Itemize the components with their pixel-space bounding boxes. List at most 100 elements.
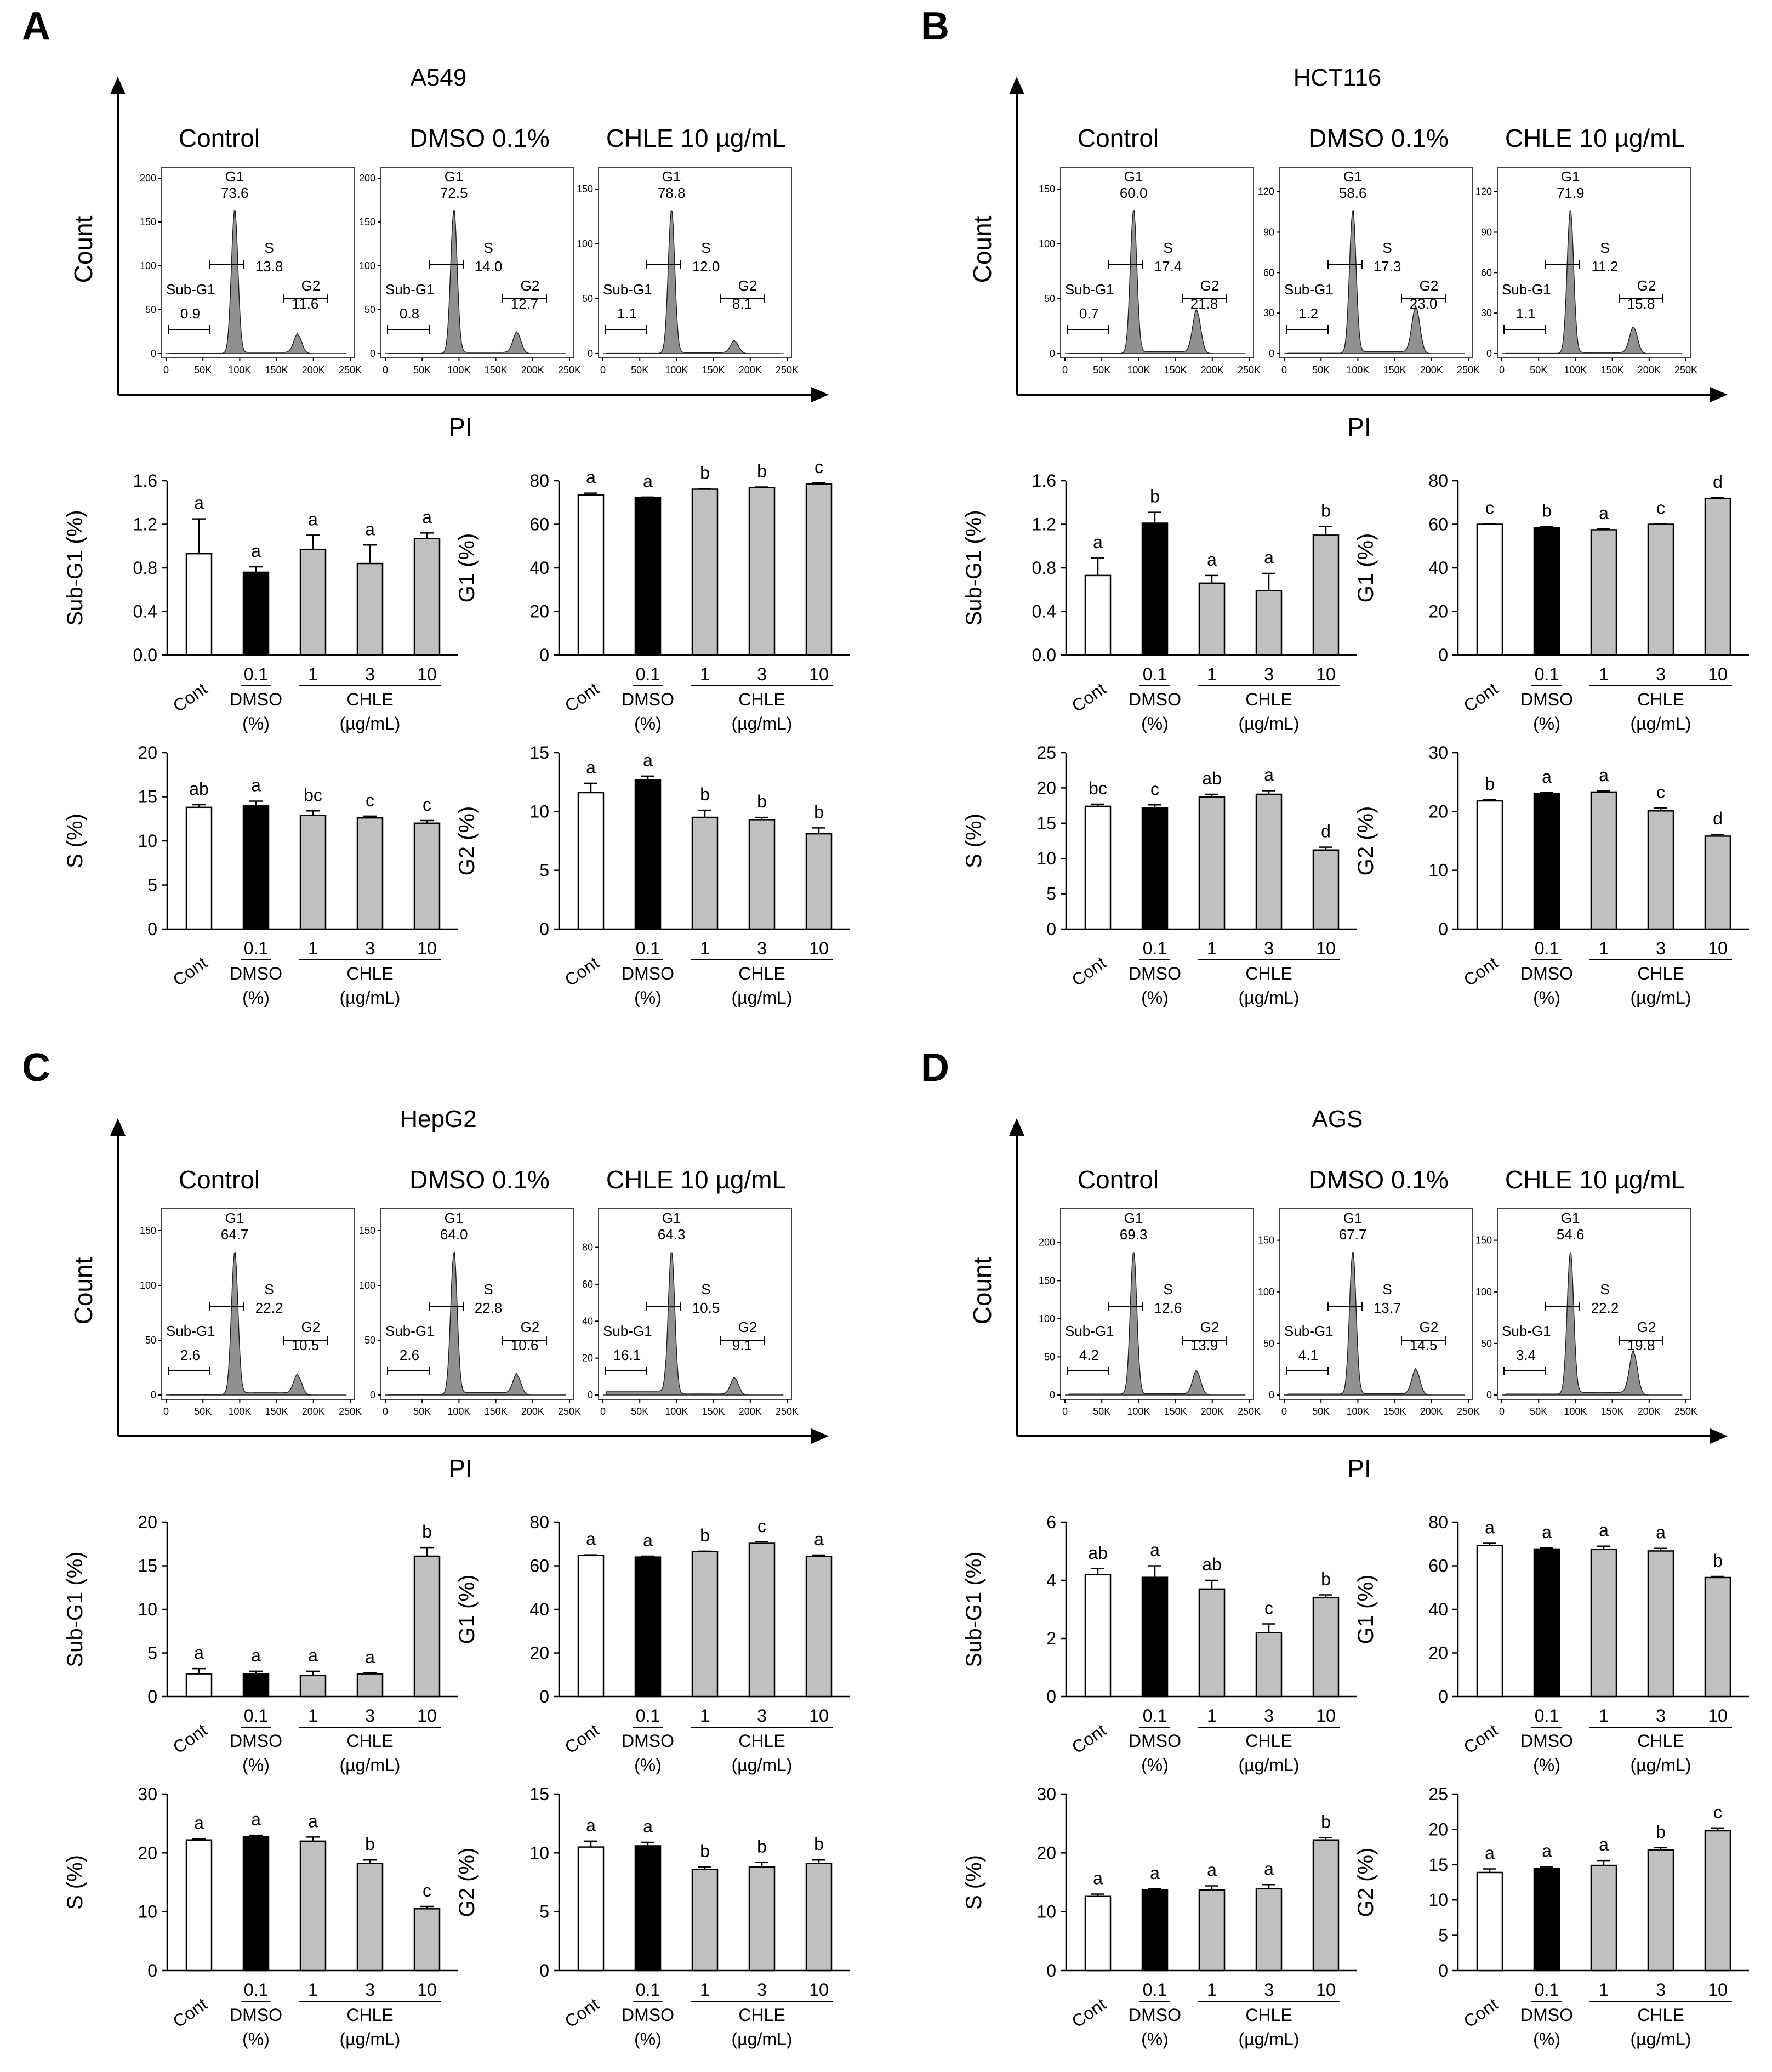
category-label: 0.1 [1143, 664, 1167, 684]
category-label-cont: Cont [1068, 679, 1110, 716]
bar [1476, 1871, 1503, 1972]
bar-ytick-label: 4 [1046, 1570, 1056, 1590]
bar [242, 1673, 270, 1698]
gate-value-s: 17.4 [1154, 258, 1182, 275]
category-label: 1 [700, 1980, 710, 2000]
histogram-distribution [385, 210, 566, 354]
significance-letter: b [700, 1525, 710, 1545]
bar-ytick-label: 10 [138, 831, 157, 851]
category-label: 1 [700, 938, 710, 958]
bar [185, 1839, 213, 1972]
dmso-group-label: DMSO [622, 690, 674, 709]
bar-ytick-label: 80 [1428, 471, 1448, 491]
bar-ytick-label: 5 [147, 875, 157, 895]
bar-chart: 0 5 10 15 20 S (%) ab a bc c c Cont 0.1 1 3 10 DMSO (%) CH… [63, 743, 458, 1007]
significance-letter: c [814, 457, 823, 477]
category-label: 1 [700, 1706, 710, 1726]
chle-group-unit: (µg/mL) [1239, 1755, 1300, 1775]
histogram-xtick-label: 100K [1564, 365, 1587, 375]
gate-value-g1: 54.6 [1557, 1226, 1585, 1243]
category-label: 0.1 [636, 938, 660, 958]
histogram-xtick-label: 0 [1499, 365, 1505, 375]
bar-ytick-label: 5 [539, 1902, 549, 1922]
bar [185, 806, 213, 930]
bar [1141, 807, 1169, 930]
histogram-frame [1279, 1208, 1473, 1400]
significance-letter: a [1207, 1860, 1217, 1880]
histogram-ytick-label: 100 [1039, 1313, 1055, 1324]
significance-letter: b [1485, 774, 1495, 794]
bar [748, 1866, 776, 1972]
histogram-header: Control [179, 124, 260, 152]
bar-ytick-label: 60 [529, 1556, 549, 1576]
gate-label-s: S [1163, 1281, 1172, 1297]
histogram-header: CHLE 10 µg/mL [606, 124, 786, 152]
significance-letter: c [1656, 782, 1665, 802]
significance-letter: a [194, 1813, 204, 1833]
bar-ytick-label: 5 [147, 1643, 157, 1663]
chle-group-unit: (µg/mL) [1239, 2029, 1300, 2049]
gate-value-g2: 15.8 [1627, 295, 1655, 312]
dmso-group-unit: (%) [634, 714, 662, 733]
histogram-frame [161, 167, 355, 358]
category-label: 0.1 [1143, 938, 1167, 958]
bar-ytick-label: 20 [1428, 1819, 1448, 1839]
histogram-ytick-label: 150 [140, 1225, 156, 1236]
significance-letter: a [365, 1647, 375, 1667]
bar [1198, 796, 1226, 930]
chle-group-label: CHLE [1245, 964, 1292, 983]
gate-value-g1: 64.3 [658, 1226, 686, 1243]
gate-value-subg1: 2.6 [400, 1347, 419, 1363]
bar-chart: 0 5 10 15 20 25 G2 (%) a a a b c Cont 0.1 1 3 10 DMSO (%) C… [1354, 1784, 1749, 2049]
histogram-ytick-label: 100 [359, 1280, 375, 1291]
histogram-ytick-label: 60 [582, 1279, 593, 1290]
category-label: 3 [365, 664, 375, 684]
bar [242, 1836, 270, 1972]
category-label: 1 [1599, 938, 1609, 958]
bar-chart: 0.0 0.4 0.8 1.2 1.6 Sub-G1 (%) a b a a b Cont 0.1 1 3 1… [962, 471, 1357, 733]
gate-value-g1: 72.5 [440, 185, 468, 201]
bar-chart: 0 20 40 60 80 G1 (%) a a a a b Cont 0.1 1 3 10 DMSO (%) CH… [1354, 1512, 1749, 1775]
bar [1312, 534, 1340, 656]
bar [1476, 1545, 1503, 1698]
significance-letter: d [1321, 822, 1331, 841]
gate-label-g2: G2 [301, 277, 321, 294]
gate-label-subg1: Sub-G1 [385, 1323, 435, 1339]
histogram-xtick-label: 100K [447, 365, 470, 375]
histogram-frame [1060, 1208, 1254, 1400]
category-label: 1 [1207, 1980, 1217, 2000]
bar-ytick-label: 0 [539, 1961, 549, 1980]
histogram-distribution [603, 210, 784, 354]
category-label: 1 [1207, 938, 1217, 958]
category-label-cont: Cont [1460, 953, 1502, 990]
bar [1590, 529, 1617, 656]
category-label: 10 [1708, 664, 1728, 684]
bar [299, 815, 327, 930]
histogram-xtick-label: 100K [1127, 365, 1150, 375]
gate-value-g2: 23.0 [1410, 295, 1438, 312]
flow-x-axis-arrowhead [1710, 1428, 1728, 1444]
gate-value-subg1: 2.6 [180, 1347, 200, 1363]
significance-letter: b [757, 792, 767, 811]
bar [691, 816, 719, 930]
histogram-ytick-label: 200 [1039, 1237, 1055, 1248]
category-label: 0.1 [244, 1980, 268, 2000]
category-label: 0.1 [1143, 1706, 1167, 1726]
category-label: 1 [700, 664, 710, 684]
bar-y-axis-title: S (%) [63, 1855, 87, 1910]
significance-letter: b [757, 462, 767, 481]
significance-letter: a [251, 1809, 261, 1829]
chle-group-label: CHLE [1637, 2005, 1684, 2025]
bar-ytick-label: 20 [138, 743, 157, 762]
significance-letter: a [1207, 550, 1217, 570]
bar [577, 1846, 605, 1972]
dmso-group-unit: (%) [1141, 714, 1169, 733]
histogram-xtick-label: 100K [665, 365, 688, 375]
histogram-ytick-label: 90 [1481, 226, 1492, 237]
dmso-group-label: DMSO [1129, 964, 1181, 983]
histogram-xtick-label: 50K [1093, 365, 1110, 375]
